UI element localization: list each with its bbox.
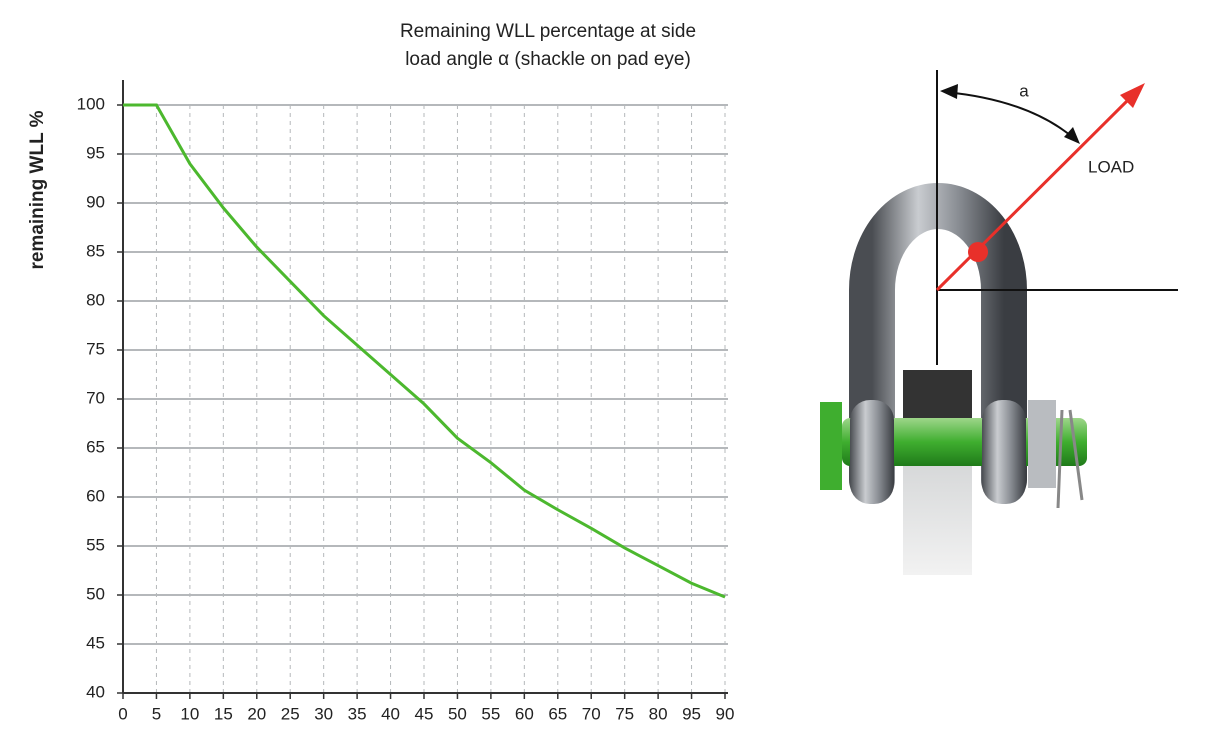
- x-tick-label: 5: [152, 704, 161, 723]
- x-tick-label: 50: [448, 704, 467, 723]
- x-tick-label: 65: [548, 704, 567, 723]
- x-tick-label: 25: [281, 704, 300, 723]
- angle-arc: [944, 91, 1077, 141]
- y-tick-label: 85: [86, 241, 105, 260]
- y-tick-label: 65: [86, 437, 105, 456]
- x-tick-label: 90: [716, 704, 735, 723]
- y-tick-label: 60: [86, 486, 105, 505]
- x-tick-label: 20: [247, 704, 266, 723]
- y-tick-label: 45: [86, 633, 105, 652]
- load-label: LOAD: [1088, 157, 1134, 176]
- y-tick-label: 50: [86, 584, 105, 603]
- shackle-eye: [982, 400, 1026, 504]
- x-tick-label: 55: [481, 704, 500, 723]
- y-tick-label: 75: [86, 339, 105, 358]
- x-tick-label: 40: [381, 704, 400, 723]
- shackle-eye: [850, 400, 894, 504]
- y-axis-label: remaining WLL %: [27, 110, 48, 269]
- x-tick-label: 75: [615, 704, 634, 723]
- x-tick-label: 95: [682, 704, 701, 723]
- x-tick-label: 15: [214, 704, 233, 723]
- load-arrow: [935, 98, 1130, 292]
- chart-title: Remaining WLL percentage at side: [400, 21, 696, 42]
- data-line: [123, 103, 726, 599]
- y-tick-label: 90: [86, 192, 105, 211]
- arc-arrow: [940, 84, 958, 99]
- arc-arrow: [1064, 127, 1080, 144]
- pad-eye-top: [903, 370, 972, 420]
- pin-head: [820, 402, 842, 490]
- shackle-illustration: a LOAD: [820, 70, 1178, 575]
- pin: [896, 418, 980, 466]
- y-tick-label: 95: [86, 143, 105, 162]
- y-tick-label: 70: [86, 388, 105, 407]
- x-tick-label: 45: [415, 704, 434, 723]
- x-tick-label: 10: [180, 704, 199, 723]
- y-tick-label: 100: [77, 94, 105, 113]
- y-tick-label: 80: [86, 290, 105, 309]
- chart-title: load angle α (shackle on pad eye): [405, 49, 691, 70]
- angle-label: a: [1019, 81, 1029, 100]
- y-tick-label: 55: [86, 535, 105, 554]
- x-tick-label: 0: [118, 704, 127, 723]
- nut: [1028, 400, 1056, 488]
- x-tick-label: 80: [649, 704, 668, 723]
- x-tick-label: 30: [314, 704, 333, 723]
- x-tick-label: 70: [582, 704, 601, 723]
- x-tick-label: 60: [515, 704, 534, 723]
- load-arrow-head: [1120, 83, 1145, 108]
- x-tick-label: 35: [348, 704, 367, 723]
- cotter-pin: [1056, 409, 1084, 509]
- y-tick-label: 40: [86, 682, 105, 701]
- load-point: [968, 242, 988, 262]
